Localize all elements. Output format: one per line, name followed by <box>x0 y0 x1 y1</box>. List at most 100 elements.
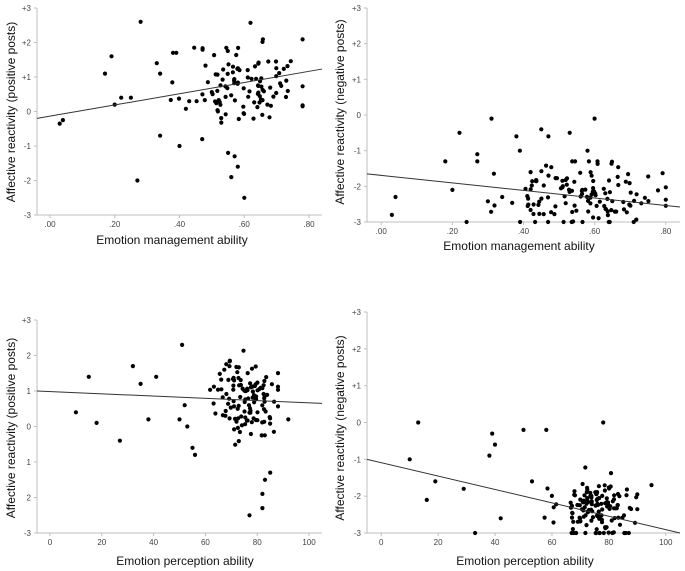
data-point <box>537 211 542 216</box>
data-point <box>215 88 220 93</box>
data-point <box>572 489 577 494</box>
data-point <box>615 174 620 179</box>
y-axis-label: Affective reactivity (positive posts) <box>4 22 18 203</box>
data-point <box>236 116 241 122</box>
data-point <box>238 394 243 400</box>
data-point <box>232 378 237 383</box>
data-point <box>224 391 229 397</box>
data-point <box>281 66 286 71</box>
data-point <box>584 523 589 528</box>
data-point <box>616 165 621 170</box>
data-point <box>138 19 143 24</box>
data-point <box>243 389 248 394</box>
data-point <box>586 209 591 214</box>
data-point <box>255 380 260 385</box>
data-point <box>585 148 590 153</box>
y-tick-label: -1 <box>354 455 362 464</box>
data-point <box>238 382 243 388</box>
data-point <box>119 95 124 100</box>
data-point <box>224 45 229 50</box>
data-point <box>300 84 305 89</box>
data-point <box>649 483 654 488</box>
data-point <box>601 420 606 425</box>
data-point <box>261 89 266 94</box>
data-point <box>526 202 531 207</box>
data-point <box>240 386 245 391</box>
data-point <box>205 80 210 85</box>
data-point <box>251 416 256 421</box>
data-point <box>536 202 541 207</box>
data-point <box>617 522 623 527</box>
data-point <box>219 377 224 382</box>
data-point <box>210 92 215 97</box>
data-point <box>249 420 254 425</box>
data-point <box>602 488 608 493</box>
data-point <box>594 203 599 208</box>
data-point <box>215 108 220 113</box>
data-point <box>612 493 617 498</box>
data-point <box>591 178 596 184</box>
data-point <box>231 383 236 388</box>
data-point <box>260 37 265 42</box>
data-point <box>393 194 398 200</box>
data-point <box>498 516 503 521</box>
y-tick-label: -2 <box>24 177 32 186</box>
data-point <box>549 165 554 170</box>
data-point <box>586 499 591 505</box>
data-point <box>203 63 208 68</box>
data-point <box>603 501 608 506</box>
data-point <box>572 492 577 497</box>
data-point <box>109 54 114 59</box>
data-point <box>599 520 605 525</box>
data-point <box>542 515 547 520</box>
data-point <box>285 64 290 69</box>
data-point <box>626 530 631 536</box>
regression-line <box>366 173 681 208</box>
data-point <box>546 173 551 178</box>
data-point <box>259 84 264 89</box>
data-point <box>236 403 241 408</box>
data-point <box>528 170 533 175</box>
data-point <box>285 88 290 94</box>
data-point <box>574 530 579 536</box>
y-axis-label: Affective reactivity (positive posts) <box>4 338 18 519</box>
data-point <box>237 68 242 73</box>
data-point <box>528 207 533 213</box>
data-point <box>239 423 244 428</box>
data-point <box>592 116 597 121</box>
data-point <box>614 209 619 214</box>
data-point <box>589 518 594 523</box>
data-point <box>262 396 267 401</box>
data-point <box>170 50 176 55</box>
data-point <box>585 485 590 490</box>
data-point <box>242 399 247 405</box>
data-point <box>608 484 613 489</box>
data-point <box>273 59 279 64</box>
data-point <box>537 199 542 204</box>
data-point <box>634 192 639 197</box>
data-point <box>251 116 256 121</box>
data-point <box>407 457 412 462</box>
data-point <box>599 501 604 506</box>
data-point <box>518 219 523 225</box>
data-point <box>241 104 246 109</box>
data-point <box>183 106 188 111</box>
data-point <box>416 420 421 425</box>
data-point <box>626 172 631 177</box>
y-tick-label: 2 <box>27 494 32 503</box>
data-point <box>211 384 216 389</box>
data-point <box>226 62 231 67</box>
data-point <box>582 493 587 498</box>
data-point <box>239 414 244 419</box>
data-point <box>130 364 135 369</box>
data-point <box>245 75 250 80</box>
data-point <box>213 411 218 416</box>
data-point <box>450 187 455 192</box>
y-tick-label: +1 <box>352 75 362 84</box>
x-tick-label: 100 <box>659 538 673 547</box>
data-point <box>264 375 269 380</box>
data-point <box>523 186 528 191</box>
data-point <box>170 80 175 85</box>
data-point <box>261 407 267 412</box>
